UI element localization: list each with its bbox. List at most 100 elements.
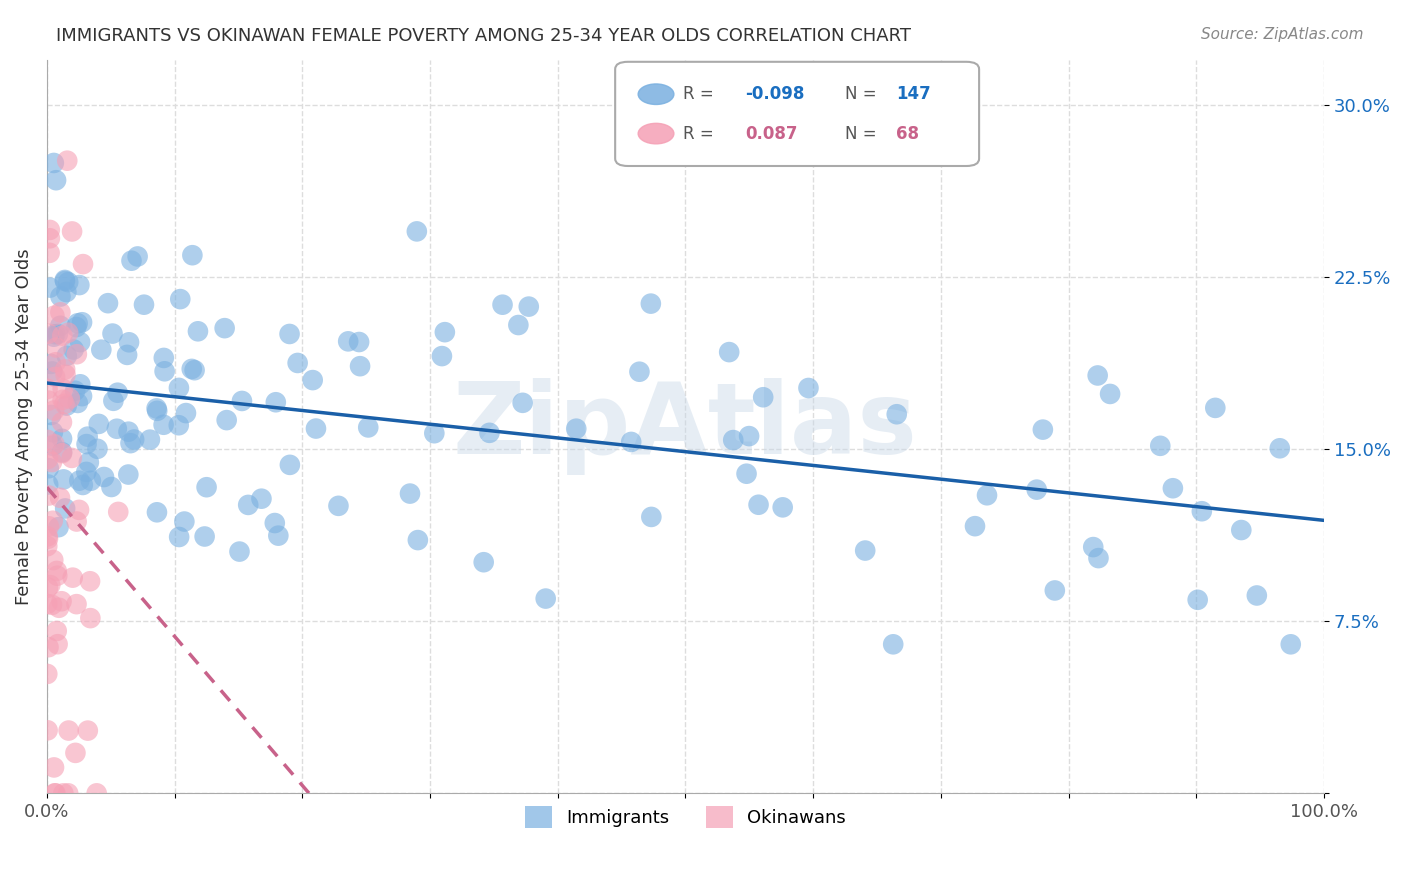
Point [55,368,77,382]
Point [38,489,60,503]
Point [56,326,79,340]
Point [90,343,112,357]
Point [76,437,98,451]
Point [534,591,557,606]
Point [41,364,63,378]
Point [349,359,371,374]
Point [1161,481,1184,495]
Point [167,381,190,395]
Point [39,280,62,294]
Point [328,499,350,513]
Point [39,578,62,592]
Point [66,396,89,410]
Point [51,445,73,459]
Point [59,392,82,406]
Point [51,594,73,608]
Point [37,597,59,611]
Point [53,273,76,287]
Point [87,417,110,431]
Point [53,501,76,516]
Point [278,458,301,472]
Point [37,326,59,341]
Point [1043,583,1066,598]
Point [1279,637,1302,651]
Point [44,786,66,800]
Point [58,275,80,289]
Point [44,370,66,384]
Point [472,555,495,569]
Point [215,413,238,427]
Point [60,224,83,238]
Point [45,341,67,355]
Point [167,530,190,544]
Point [187,324,209,338]
Point [38,245,60,260]
Point [67,278,90,293]
Point [42,425,65,440]
Point [399,486,422,500]
Point [49,491,72,505]
Point [508,318,530,332]
Point [42,403,65,417]
Point [405,224,427,238]
Point [65,746,87,760]
Point [337,334,360,349]
Point [65,597,87,611]
Point [42,760,65,774]
Point [491,298,513,312]
Point [38,461,60,475]
Point [153,351,176,365]
Point [748,498,770,512]
Point [66,347,89,361]
Point [38,640,60,655]
Point [76,723,98,738]
Point [517,300,540,314]
Point [44,327,66,342]
Point [214,321,236,335]
Point [1204,401,1226,415]
Point [752,390,775,404]
Point [37,451,59,466]
Point [69,335,91,350]
Point [39,357,62,371]
Text: 68: 68 [896,125,920,143]
Point [640,296,662,310]
Point [97,296,120,310]
Legend: Immigrants, Okinawans: Immigrants, Okinawans [517,799,853,836]
Point [55,399,77,413]
Point [86,442,108,456]
Text: 0.087: 0.087 [745,125,799,143]
Point [194,529,217,543]
Point [93,470,115,484]
Point [886,407,908,421]
Point [1187,592,1209,607]
Text: ZipAtlas: ZipAtlas [453,378,918,475]
Point [797,381,820,395]
Point [1230,523,1253,537]
Point [183,363,205,377]
Point [723,433,745,447]
Point [565,422,588,436]
Point [1087,551,1109,566]
Point [37,393,59,408]
Point [512,396,534,410]
Point [51,432,73,446]
Point [173,515,195,529]
Point [347,334,370,349]
Point [42,514,65,528]
Point [263,516,285,530]
Point [56,153,79,168]
Point [305,421,328,435]
Point [56,786,79,800]
Circle shape [638,123,673,144]
Point [42,439,65,453]
Point [53,274,76,288]
Point [167,418,190,433]
Point [52,472,75,486]
Point [52,786,75,800]
Point [1025,483,1047,497]
Point [67,474,90,488]
Point [70,389,93,403]
Text: N =: N = [845,86,877,103]
Point [38,519,60,533]
